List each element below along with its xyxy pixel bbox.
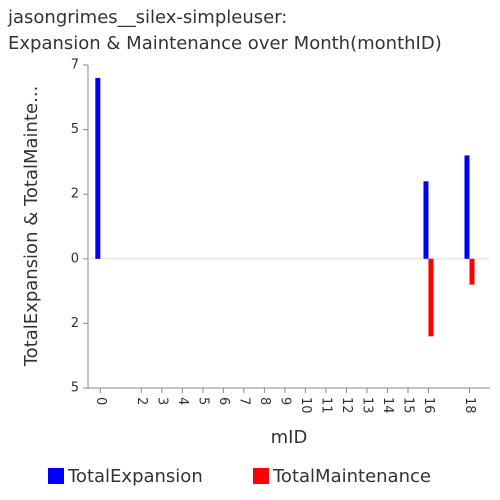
x-tick-label: 0 — [93, 397, 108, 405]
x-tick-label: 15 — [400, 397, 415, 414]
y-tick-label: 5 — [71, 381, 79, 396]
x-tick-label: 16 — [421, 397, 436, 414]
legend-label: TotalMaintenance — [272, 466, 431, 487]
x-tick-label: 5 — [195, 397, 210, 405]
y-axis-label: TotalExpansion & TotalMainte... — [21, 86, 42, 368]
y-tick-label: 7 — [71, 58, 79, 73]
x-tick-label: 11 — [318, 397, 333, 414]
bar — [469, 258, 475, 285]
x-axis-label: mID — [271, 427, 308, 448]
x-tick-label: 12 — [339, 397, 354, 414]
x-tick-label: 18 — [462, 397, 477, 414]
x-tick-label: 7 — [236, 397, 251, 405]
legend-swatch — [253, 468, 269, 484]
legend-label: TotalExpansion — [67, 466, 203, 487]
x-tick-label: 8 — [257, 397, 272, 405]
chart-title: Expansion & Maintenance over Month(month… — [8, 33, 442, 54]
y-tick-label: 2 — [71, 187, 79, 202]
y-tick-label: 5 — [71, 122, 79, 137]
x-tick-label: 6 — [216, 397, 231, 405]
y-tick-label: 2 — [71, 316, 79, 331]
x-tick-label: 14 — [380, 397, 395, 414]
bar — [423, 181, 429, 259]
x-tick-label: 3 — [154, 397, 169, 405]
chart-title: jasongrimes__silex-simpleuser: — [7, 7, 287, 28]
x-tick-label: 4 — [175, 397, 190, 405]
y-tick-label: 0 — [71, 251, 79, 266]
x-tick-label: 10 — [298, 397, 313, 414]
x-tick-label: 2 — [134, 397, 149, 405]
bar — [428, 258, 434, 337]
legend-swatch — [48, 468, 64, 484]
x-tick-label: 13 — [359, 397, 374, 414]
bar — [95, 77, 101, 259]
x-tick-label: 9 — [277, 397, 292, 405]
bar — [464, 155, 470, 259]
